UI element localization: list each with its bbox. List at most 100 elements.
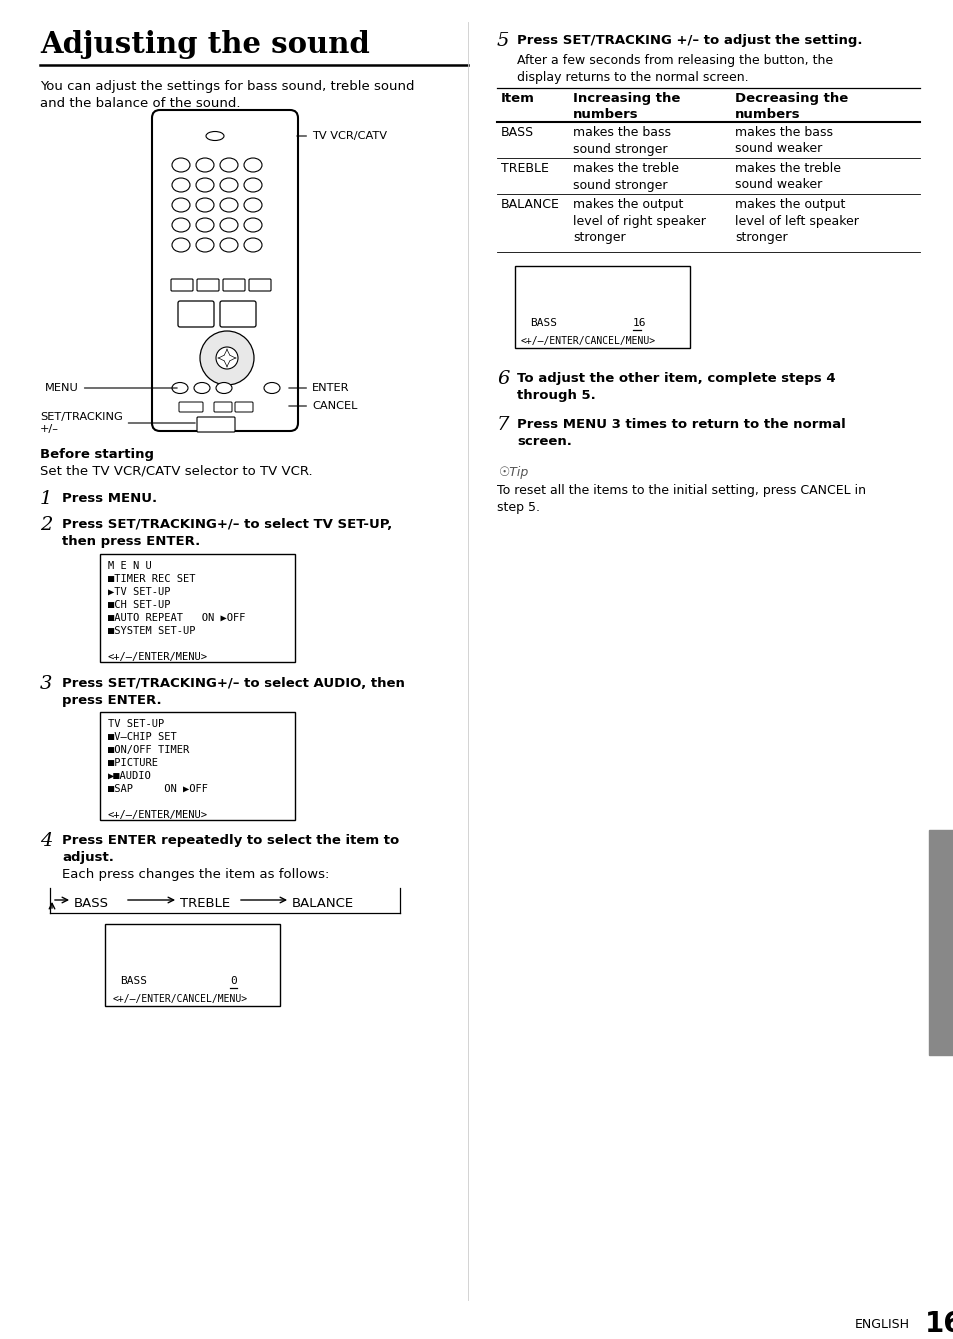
Text: ■PICTURE: ■PICTURE [108, 758, 158, 769]
Text: Adjusting the sound: Adjusting the sound [40, 29, 370, 59]
Text: <+/–/ENTER/CANCEL/MENU>: <+/–/ENTER/CANCEL/MENU> [112, 994, 248, 1004]
Text: 0: 0 [230, 976, 236, 986]
Text: ■SYSTEM SET-UP: ■SYSTEM SET-UP [108, 627, 195, 636]
Text: Press SET/TRACKING +/– to adjust the setting.: Press SET/TRACKING +/– to adjust the set… [517, 33, 862, 47]
Text: To reset all the items to the initial setting, press CANCEL in
step 5.: To reset all the items to the initial se… [497, 483, 865, 514]
Text: TV VCR/CATV: TV VCR/CATV [296, 131, 387, 141]
Text: ■TIMER REC SET: ■TIMER REC SET [108, 574, 195, 584]
FancyBboxPatch shape [196, 416, 234, 432]
FancyBboxPatch shape [220, 301, 255, 327]
Bar [100, 554, 294, 661]
Text: Press MENU.: Press MENU. [62, 491, 157, 505]
Ellipse shape [244, 178, 262, 191]
FancyBboxPatch shape [213, 402, 232, 412]
Text: Set the TV VCR/CATV selector to TV VCR.: Set the TV VCR/CATV selector to TV VCR. [40, 465, 313, 477]
Ellipse shape [215, 383, 232, 394]
FancyBboxPatch shape [178, 301, 213, 327]
Text: BASS: BASS [530, 317, 557, 328]
FancyBboxPatch shape [179, 402, 203, 412]
Text: ■CH SET-UP: ■CH SET-UP [108, 600, 171, 611]
Text: M E N U: M E N U [108, 561, 152, 570]
Text: Item: Item [500, 92, 535, 104]
Text: Press ENTER repeatedly to select the item to
adjust.: Press ENTER repeatedly to select the ite… [62, 834, 399, 864]
Text: ■V–CHIP SET: ■V–CHIP SET [108, 732, 176, 742]
Text: After a few seconds from releasing the button, the
display returns to the normal: After a few seconds from releasing the b… [517, 54, 832, 84]
Text: TREBLE: TREBLE [180, 897, 230, 911]
Text: BALANCE: BALANCE [292, 897, 354, 911]
Text: Press MENU 3 times to return to the normal
screen.: Press MENU 3 times to return to the norm… [517, 418, 845, 449]
Text: To adjust the other item, complete steps 4
through 5.: To adjust the other item, complete steps… [517, 372, 835, 402]
Text: ▶TV SET-UP: ▶TV SET-UP [108, 586, 171, 597]
Text: <+/–/ENTER/MENU>: <+/–/ENTER/MENU> [108, 810, 208, 819]
Ellipse shape [193, 383, 210, 394]
Text: 7: 7 [497, 416, 509, 434]
Ellipse shape [195, 178, 213, 191]
Text: 1: 1 [40, 490, 52, 507]
Ellipse shape [244, 198, 262, 212]
FancyBboxPatch shape [223, 279, 245, 291]
Text: ▶■AUDIO: ▶■AUDIO [108, 771, 152, 781]
Text: ■AUTO REPEAT   ON ▶OFF: ■AUTO REPEAT ON ▶OFF [108, 613, 245, 623]
Text: makes the output
level of right speaker
stronger: makes the output level of right speaker … [573, 198, 705, 244]
Text: BASS: BASS [120, 976, 147, 986]
Text: makes the bass
sound stronger: makes the bass sound stronger [573, 126, 670, 155]
Text: TV SET-UP: TV SET-UP [108, 719, 164, 728]
Ellipse shape [206, 131, 224, 141]
Text: You can adjust the settings for bass sound, treble sound
and the balance of the : You can adjust the settings for bass sou… [40, 80, 414, 110]
Text: TREBLE: TREBLE [500, 162, 548, 175]
Text: 4: 4 [40, 832, 52, 850]
FancyBboxPatch shape [196, 279, 219, 291]
Text: Press SET/TRACKING+/– to select TV SET-UP,
then press ENTER.: Press SET/TRACKING+/– to select TV SET-U… [62, 518, 392, 548]
FancyBboxPatch shape [152, 110, 297, 431]
Ellipse shape [244, 158, 262, 171]
Text: makes the output
level of left speaker
stronger: makes the output level of left speaker s… [734, 198, 858, 244]
Bar [928, 830, 953, 1055]
Text: <+/–/ENTER/MENU>: <+/–/ENTER/MENU> [108, 652, 208, 661]
Ellipse shape [200, 331, 253, 386]
Ellipse shape [195, 198, 213, 212]
Ellipse shape [172, 218, 190, 232]
Text: 16: 16 [633, 317, 646, 328]
Text: ■ON/OFF TIMER: ■ON/OFF TIMER [108, 744, 189, 755]
Ellipse shape [215, 347, 237, 370]
Text: Press SET/TRACKING+/– to select AUDIO, then
press ENTER.: Press SET/TRACKING+/– to select AUDIO, t… [62, 678, 404, 707]
Ellipse shape [220, 218, 237, 232]
Ellipse shape [244, 238, 262, 252]
Text: ENGLISH: ENGLISH [854, 1318, 909, 1331]
Ellipse shape [172, 383, 188, 394]
Text: ■SAP     ON ▶OFF: ■SAP ON ▶OFF [108, 785, 208, 794]
Text: makes the bass
sound weaker: makes the bass sound weaker [734, 126, 832, 155]
Ellipse shape [172, 238, 190, 252]
Ellipse shape [220, 158, 237, 171]
Text: BASS: BASS [500, 126, 534, 139]
Ellipse shape [244, 218, 262, 232]
Ellipse shape [264, 383, 280, 394]
FancyBboxPatch shape [171, 279, 193, 291]
Ellipse shape [220, 238, 237, 252]
Text: Before starting: Before starting [40, 449, 153, 461]
Ellipse shape [195, 158, 213, 171]
Text: 3: 3 [40, 675, 52, 694]
Text: makes the treble
sound weaker: makes the treble sound weaker [734, 162, 841, 191]
Text: BASS: BASS [74, 897, 109, 911]
Ellipse shape [172, 178, 190, 191]
Ellipse shape [195, 238, 213, 252]
Bar [515, 266, 689, 348]
Text: Decreasing the
numbers: Decreasing the numbers [734, 92, 847, 121]
Text: ENTER: ENTER [289, 383, 349, 394]
Text: SET/TRACKING
+/–: SET/TRACKING +/– [40, 412, 195, 434]
Text: 6: 6 [497, 370, 509, 388]
Bar [100, 712, 294, 819]
Ellipse shape [195, 218, 213, 232]
Ellipse shape [172, 198, 190, 212]
Ellipse shape [220, 178, 237, 191]
Text: ☉Tip: ☉Tip [498, 466, 529, 479]
Text: CANCEL: CANCEL [289, 400, 357, 411]
Text: 5: 5 [497, 32, 509, 50]
Text: 16: 16 [924, 1310, 953, 1338]
Text: MENU: MENU [45, 383, 177, 394]
Bar [105, 924, 280, 1006]
Ellipse shape [172, 158, 190, 171]
Text: <+/–/ENTER/CANCEL/MENU>: <+/–/ENTER/CANCEL/MENU> [520, 336, 656, 345]
Text: makes the treble
sound stronger: makes the treble sound stronger [573, 162, 679, 191]
